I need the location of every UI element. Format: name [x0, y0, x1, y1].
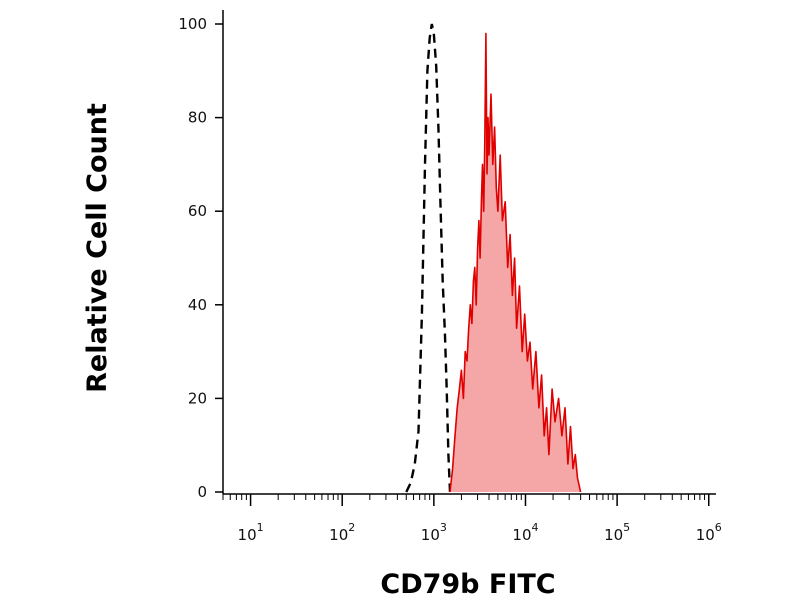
- x-tick-label: 101: [238, 521, 264, 544]
- y-tick-label: 80: [188, 109, 207, 127]
- stained-histogram-line: [449, 32, 582, 493]
- x-tick-label: 105: [604, 521, 630, 544]
- x-tick-label: 103: [421, 521, 447, 544]
- y-tick-label: 60: [188, 202, 207, 220]
- y-axis-title: Relative Cell Count: [82, 103, 113, 393]
- x-tick-label: 102: [329, 521, 355, 544]
- ticks: 0 20 40 60 80 100 101 102 103 104 105 106: [178, 15, 721, 544]
- x-axis-title: CD79b FITC: [380, 569, 555, 600]
- y-tick-label: 40: [188, 296, 207, 314]
- plot-area: [405, 23, 582, 493]
- x-tick-label: 106: [696, 521, 722, 544]
- stained-histogram-fill: [450, 33, 581, 493]
- isotype-control-histogram: [405, 23, 452, 493]
- x-tick-label: 104: [512, 521, 538, 544]
- y-tick-label: 20: [188, 389, 207, 407]
- y-tick-label: 100: [178, 15, 207, 33]
- axes: [222, 10, 716, 495]
- y-tick-label: 0: [197, 483, 207, 501]
